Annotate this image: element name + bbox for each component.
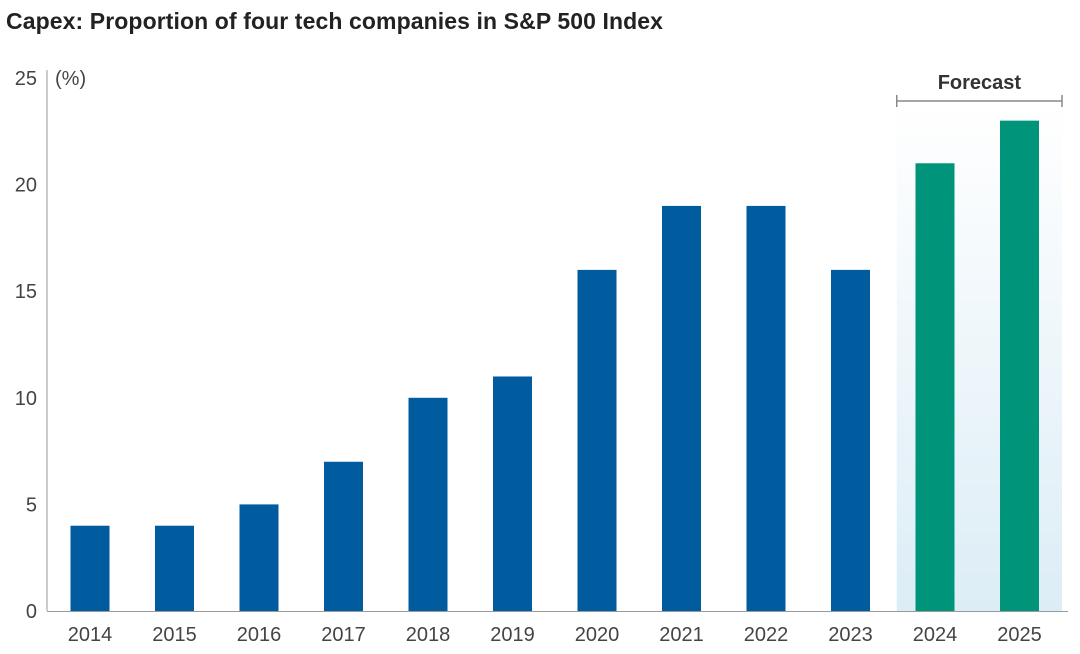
x-tick-label: 2022 xyxy=(744,624,789,646)
y-tick-label: 20 xyxy=(15,175,37,197)
bar xyxy=(324,461,363,611)
bar xyxy=(408,397,448,611)
bar xyxy=(155,525,194,611)
y-tick-label: 10 xyxy=(15,388,37,410)
y-tick-label: 0 xyxy=(26,601,37,623)
y-axis-unit: (%) xyxy=(55,68,86,90)
bar xyxy=(239,504,279,611)
bar xyxy=(662,205,701,612)
bar xyxy=(493,376,532,611)
y-tick-label: 15 xyxy=(15,281,37,303)
bar xyxy=(577,269,617,611)
x-tick-label: 2024 xyxy=(913,624,958,646)
bar xyxy=(746,205,786,612)
x-tick-label: 2014 xyxy=(68,624,113,646)
x-tick-label: 2016 xyxy=(237,624,282,646)
forecast-bar xyxy=(915,163,955,611)
x-tick-label: 2019 xyxy=(490,624,535,646)
x-tick-label: 2021 xyxy=(659,624,704,646)
x-tick-label: 2015 xyxy=(152,624,197,646)
forecast-bar xyxy=(1000,120,1039,611)
x-tick-label: 2025 xyxy=(997,624,1042,646)
bar xyxy=(70,525,110,611)
x-tick-label: 2020 xyxy=(575,624,620,646)
bar xyxy=(831,269,870,611)
x-tick-label: 2018 xyxy=(406,624,451,646)
x-tick-label: 2017 xyxy=(321,624,366,646)
chart-title: Capex: Proportion of four tech companies… xyxy=(6,8,664,34)
y-tick-label: 5 xyxy=(26,494,37,516)
forecast-label: Forecast xyxy=(938,72,1022,94)
y-tick-label: 25 xyxy=(15,68,37,90)
x-tick-label: 2023 xyxy=(828,624,873,646)
